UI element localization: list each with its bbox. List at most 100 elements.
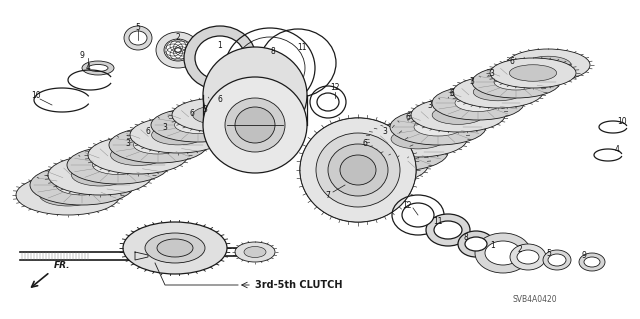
Ellipse shape bbox=[93, 155, 143, 174]
Text: 1: 1 bbox=[491, 241, 495, 249]
Ellipse shape bbox=[124, 26, 152, 50]
Text: 4: 4 bbox=[614, 145, 620, 154]
Ellipse shape bbox=[203, 47, 307, 143]
Text: 12: 12 bbox=[403, 201, 412, 210]
Ellipse shape bbox=[326, 141, 390, 199]
Text: 6: 6 bbox=[145, 128, 150, 137]
Polygon shape bbox=[135, 252, 148, 260]
Text: 5: 5 bbox=[547, 249, 552, 257]
Ellipse shape bbox=[369, 121, 467, 157]
Text: 6: 6 bbox=[363, 138, 367, 147]
Ellipse shape bbox=[472, 66, 560, 98]
Text: 3: 3 bbox=[470, 78, 474, 86]
Ellipse shape bbox=[490, 58, 576, 88]
Ellipse shape bbox=[235, 242, 275, 262]
Ellipse shape bbox=[340, 155, 376, 185]
Ellipse shape bbox=[164, 39, 192, 61]
Ellipse shape bbox=[458, 231, 494, 257]
Ellipse shape bbox=[584, 257, 600, 267]
Text: 10: 10 bbox=[617, 116, 627, 125]
Ellipse shape bbox=[506, 49, 590, 81]
Ellipse shape bbox=[390, 109, 486, 145]
Text: 8: 8 bbox=[463, 233, 468, 241]
Text: 3: 3 bbox=[490, 69, 495, 78]
Text: 6: 6 bbox=[406, 114, 410, 122]
Ellipse shape bbox=[455, 94, 501, 112]
Ellipse shape bbox=[56, 175, 108, 195]
Ellipse shape bbox=[525, 56, 571, 74]
Text: 6: 6 bbox=[218, 94, 223, 103]
Ellipse shape bbox=[351, 154, 406, 175]
Ellipse shape bbox=[130, 117, 226, 153]
Ellipse shape bbox=[157, 239, 193, 257]
Ellipse shape bbox=[414, 118, 462, 136]
Ellipse shape bbox=[88, 64, 108, 71]
Ellipse shape bbox=[109, 127, 207, 163]
Ellipse shape bbox=[391, 129, 445, 149]
Text: 5: 5 bbox=[136, 23, 140, 32]
Ellipse shape bbox=[543, 250, 571, 270]
Ellipse shape bbox=[72, 164, 129, 186]
Text: 7: 7 bbox=[326, 190, 330, 199]
Text: 8: 8 bbox=[271, 48, 275, 56]
Ellipse shape bbox=[432, 106, 484, 124]
Ellipse shape bbox=[348, 133, 448, 171]
Text: 3: 3 bbox=[428, 100, 433, 109]
Ellipse shape bbox=[67, 146, 169, 184]
Text: 2: 2 bbox=[518, 246, 522, 255]
Ellipse shape bbox=[316, 133, 400, 207]
Ellipse shape bbox=[300, 118, 416, 222]
Ellipse shape bbox=[328, 146, 428, 184]
Text: 3: 3 bbox=[383, 128, 387, 137]
Ellipse shape bbox=[235, 107, 275, 143]
Ellipse shape bbox=[193, 106, 243, 124]
Text: 3: 3 bbox=[125, 138, 131, 147]
Text: 9: 9 bbox=[582, 250, 586, 259]
Text: SVB4A0420: SVB4A0420 bbox=[513, 295, 557, 305]
Ellipse shape bbox=[184, 26, 256, 90]
Text: 9: 9 bbox=[79, 50, 84, 60]
Ellipse shape bbox=[485, 241, 521, 265]
Ellipse shape bbox=[465, 237, 487, 251]
Ellipse shape bbox=[225, 98, 285, 152]
Ellipse shape bbox=[426, 214, 470, 246]
Ellipse shape bbox=[40, 184, 97, 206]
Ellipse shape bbox=[156, 32, 200, 68]
Text: 2: 2 bbox=[175, 33, 180, 42]
Ellipse shape bbox=[88, 136, 188, 174]
Ellipse shape bbox=[134, 136, 182, 154]
Ellipse shape bbox=[453, 76, 543, 108]
Ellipse shape bbox=[147, 234, 204, 262]
Text: 3: 3 bbox=[203, 105, 207, 114]
Ellipse shape bbox=[509, 65, 557, 81]
Ellipse shape bbox=[411, 98, 505, 132]
Ellipse shape bbox=[129, 31, 147, 45]
Ellipse shape bbox=[473, 83, 523, 101]
Text: 4: 4 bbox=[86, 63, 90, 72]
Ellipse shape bbox=[48, 155, 152, 195]
Ellipse shape bbox=[579, 253, 605, 271]
Ellipse shape bbox=[517, 250, 539, 264]
Ellipse shape bbox=[317, 93, 339, 111]
Ellipse shape bbox=[300, 118, 416, 222]
Ellipse shape bbox=[152, 125, 204, 145]
Ellipse shape bbox=[434, 221, 462, 239]
Text: 6: 6 bbox=[509, 57, 515, 66]
Text: 11: 11 bbox=[433, 218, 443, 226]
Ellipse shape bbox=[111, 145, 166, 166]
Ellipse shape bbox=[145, 233, 205, 263]
Ellipse shape bbox=[82, 61, 114, 75]
Ellipse shape bbox=[494, 74, 538, 90]
Ellipse shape bbox=[175, 116, 221, 133]
Ellipse shape bbox=[30, 165, 134, 205]
Text: 10: 10 bbox=[31, 92, 41, 100]
Ellipse shape bbox=[475, 233, 531, 273]
Ellipse shape bbox=[203, 77, 307, 173]
Ellipse shape bbox=[328, 144, 388, 196]
Ellipse shape bbox=[548, 254, 566, 266]
Ellipse shape bbox=[151, 108, 245, 142]
Ellipse shape bbox=[172, 98, 264, 132]
Text: 11: 11 bbox=[297, 43, 307, 53]
Ellipse shape bbox=[195, 36, 245, 80]
Text: 1: 1 bbox=[218, 41, 222, 49]
